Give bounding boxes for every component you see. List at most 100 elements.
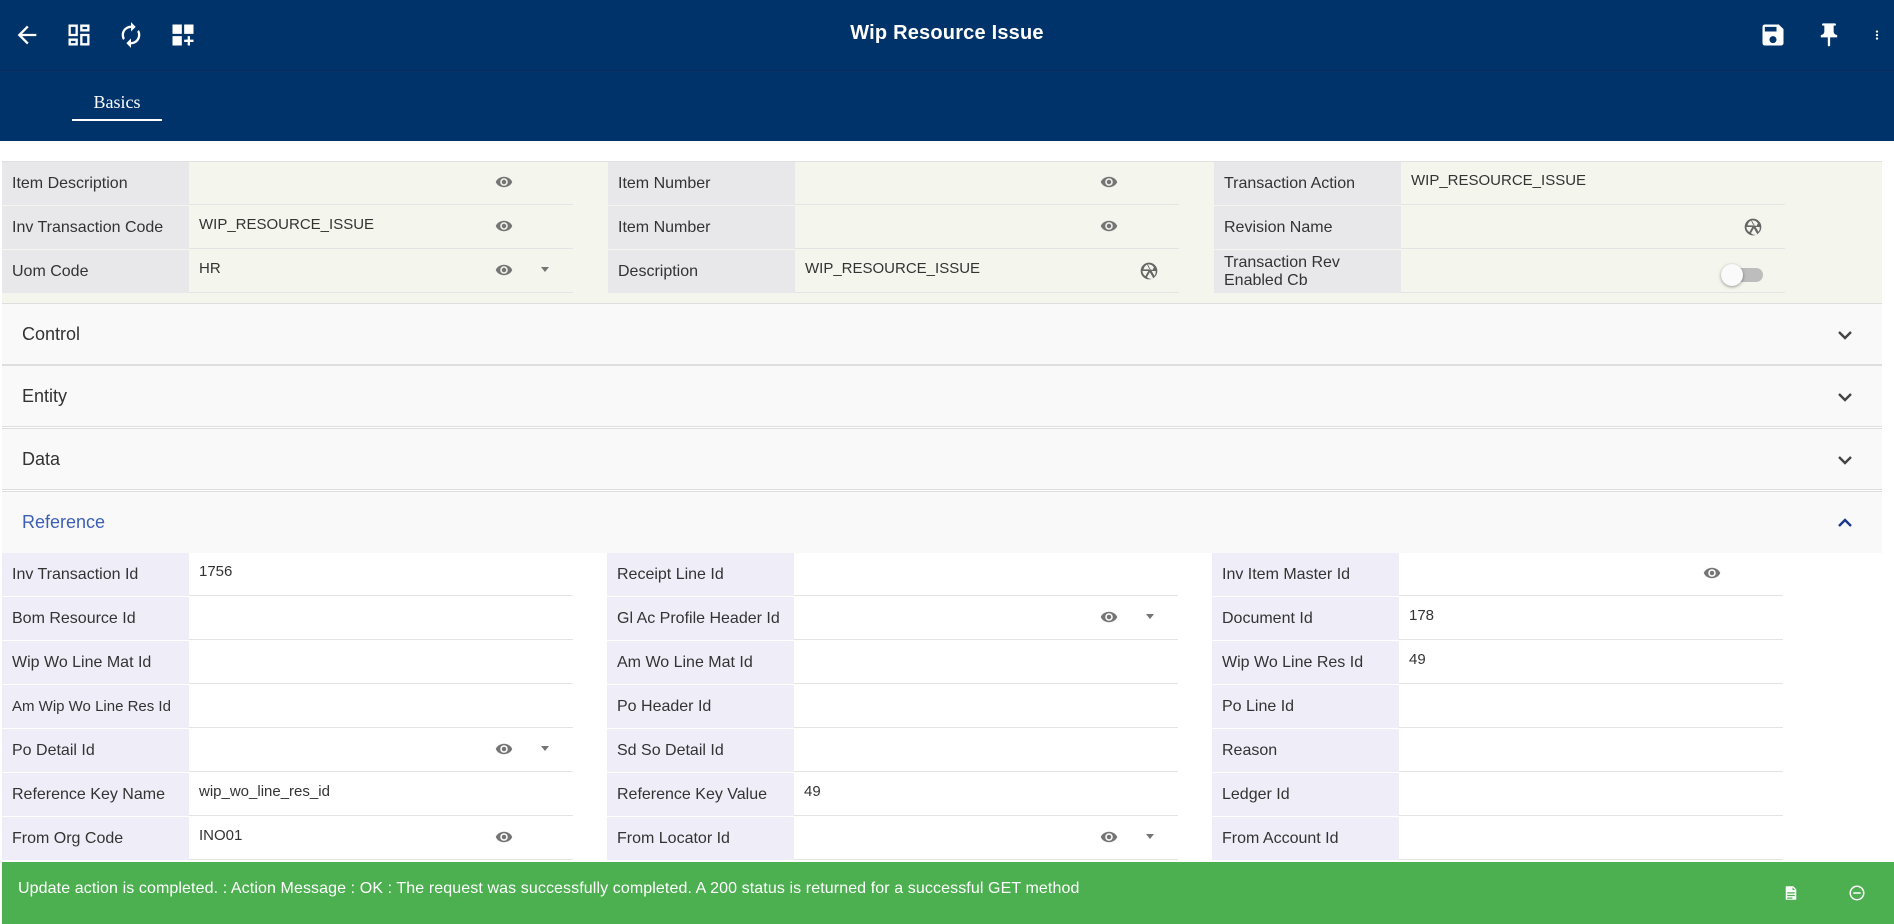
field-label: Description xyxy=(608,250,795,293)
back-arrow-icon[interactable] xyxy=(12,17,42,53)
form-row: Document Id 178 xyxy=(1212,597,1783,641)
inv-transaction-id-field[interactable]: 1756 xyxy=(189,553,573,596)
from-account-id-field[interactable] xyxy=(1399,817,1783,860)
reference-key-name-field[interactable]: wip_wo_line_res_id xyxy=(189,773,573,816)
po-header-id-field[interactable] xyxy=(794,685,1178,728)
aperture-icon[interactable] xyxy=(1743,217,1763,237)
field-value: 49 xyxy=(804,783,821,800)
eye-icon[interactable] xyxy=(495,263,513,277)
eye-icon[interactable] xyxy=(1100,610,1118,624)
inv-transaction-code-field[interactable]: WIP_RESOURCE_ISSUE xyxy=(189,206,573,249)
form-row: Po Header Id xyxy=(607,685,1178,729)
form-row: Wip Wo Line Mat Id xyxy=(2,641,573,685)
eye-icon[interactable] xyxy=(495,219,513,233)
field-label: Transaction Rev Enabled Cb xyxy=(1214,250,1401,293)
field-label: Inv Transaction Code xyxy=(2,206,189,249)
eye-icon[interactable] xyxy=(1703,566,1721,580)
field-label: Wip Wo Line Res Id xyxy=(1212,641,1399,684)
field-value: WIP_RESOURCE_ISSUE xyxy=(199,216,375,233)
document-id-field[interactable]: 178 xyxy=(1399,597,1783,640)
refresh-icon[interactable] xyxy=(116,17,146,53)
description-field[interactable]: WIP_RESOURCE_ISSUE xyxy=(795,250,1179,293)
app-bar-divider xyxy=(0,70,1894,73)
field-value: 1756 xyxy=(199,563,233,580)
wip-wo-line-res-id-field[interactable]: 49 xyxy=(1399,641,1783,684)
form-row: Po Line Id xyxy=(1212,685,1783,729)
form-row: Inv Item Master Id xyxy=(1212,553,1783,597)
field-label: Bom Resource Id xyxy=(2,597,189,640)
po-line-id-field[interactable] xyxy=(1399,685,1783,728)
form-row: Item Description xyxy=(2,162,573,206)
item-description-field[interactable] xyxy=(189,162,573,205)
sd-so-detail-id-field[interactable] xyxy=(794,729,1178,772)
field-label: Po Line Id xyxy=(1212,685,1399,728)
wip-wo-line-mat-id-field[interactable] xyxy=(189,641,573,684)
more-vert-icon[interactable] xyxy=(1870,17,1884,53)
from-org-code-field[interactable]: INO01 xyxy=(189,817,573,860)
save-icon[interactable] xyxy=(1758,17,1788,53)
dropdown-caret-icon[interactable] xyxy=(541,267,549,272)
note-icon[interactable] xyxy=(1782,884,1800,902)
aperture-icon[interactable] xyxy=(1139,261,1159,281)
dismiss-icon[interactable] xyxy=(1848,884,1866,902)
dropdown-caret-icon[interactable] xyxy=(1146,614,1154,619)
section-entity[interactable]: Entity xyxy=(2,365,1882,427)
form-row: Transaction Action WIP_RESOURCE_ISSUE xyxy=(1214,162,1785,206)
transaction-rev-enabled-toggle[interactable] xyxy=(1721,264,1765,286)
field-value: WIP_RESOURCE_ISSUE xyxy=(805,260,981,277)
form-row: Inv Transaction Code WIP_RESOURCE_ISSUE xyxy=(2,206,573,250)
eye-icon[interactable] xyxy=(1100,830,1118,844)
receipt-line-id-field[interactable] xyxy=(794,553,1178,596)
field-label: From Account Id xyxy=(1212,817,1399,860)
form-row: Uom Code HR xyxy=(2,250,573,294)
field-label: Document Id xyxy=(1212,597,1399,640)
gl-ac-profile-header-id-select[interactable] xyxy=(794,597,1178,640)
eye-icon[interactable] xyxy=(1100,175,1118,189)
field-value: 178 xyxy=(1409,607,1435,624)
reference-form: Inv Transaction Id 1756 Bom Resource Id … xyxy=(2,553,1882,863)
field-label: Revision Name xyxy=(1214,206,1401,249)
field-label: Inv Transaction Id xyxy=(2,553,189,596)
dashboard-icon[interactable] xyxy=(64,17,94,53)
dropdown-caret-icon[interactable] xyxy=(1146,834,1154,839)
field-label: Reason xyxy=(1212,729,1399,772)
transaction-rev-enabled-field xyxy=(1401,250,1785,293)
uom-code-select[interactable]: HR xyxy=(189,250,573,293)
field-value: INO01 xyxy=(199,827,243,844)
form-row: From Locator Id xyxy=(607,817,1178,861)
section-reference[interactable]: Reference xyxy=(2,491,1882,553)
ledger-id-field[interactable] xyxy=(1399,773,1783,816)
item-number-field-2[interactable] xyxy=(795,206,1179,249)
am-wo-line-mat-id-field[interactable] xyxy=(794,641,1178,684)
form-row: Sd So Detail Id xyxy=(607,729,1178,773)
pin-icon[interactable] xyxy=(1814,17,1844,53)
section-control[interactable]: Control xyxy=(2,303,1882,365)
po-detail-id-select[interactable] xyxy=(189,729,573,772)
am-wip-wo-line-res-id-field[interactable] xyxy=(189,685,573,728)
reason-field[interactable] xyxy=(1399,729,1783,772)
chevron-down-icon[interactable] xyxy=(1836,326,1854,344)
reference-key-value-field[interactable]: 49 xyxy=(794,773,1178,816)
inv-item-master-id-field[interactable] xyxy=(1399,553,1783,596)
chevron-up-icon[interactable] xyxy=(1836,514,1854,532)
eye-icon[interactable] xyxy=(495,175,513,189)
item-number-field[interactable] xyxy=(795,162,1179,205)
section-title: Entity xyxy=(22,386,68,406)
eye-icon[interactable] xyxy=(495,742,513,756)
tab-bar: Basics xyxy=(0,72,1894,141)
form-row: Po Detail Id xyxy=(2,729,573,773)
add-widget-icon[interactable] xyxy=(168,17,198,53)
chevron-down-icon[interactable] xyxy=(1836,451,1854,469)
eye-icon[interactable] xyxy=(495,830,513,844)
dropdown-caret-icon[interactable] xyxy=(541,746,549,751)
from-locator-id-select[interactable] xyxy=(794,817,1178,860)
section-data[interactable]: Data xyxy=(2,428,1882,490)
bom-resource-id-field[interactable] xyxy=(189,597,573,640)
chevron-down-icon[interactable] xyxy=(1836,388,1854,406)
tab-basics[interactable]: Basics xyxy=(72,92,162,121)
eye-icon[interactable] xyxy=(1100,219,1118,233)
revision-name-field[interactable] xyxy=(1401,206,1785,249)
form-row: Bom Resource Id xyxy=(2,597,573,641)
transaction-action-field[interactable]: WIP_RESOURCE_ISSUE xyxy=(1401,162,1785,205)
form-row: Wip Wo Line Res Id 49 xyxy=(1212,641,1783,685)
